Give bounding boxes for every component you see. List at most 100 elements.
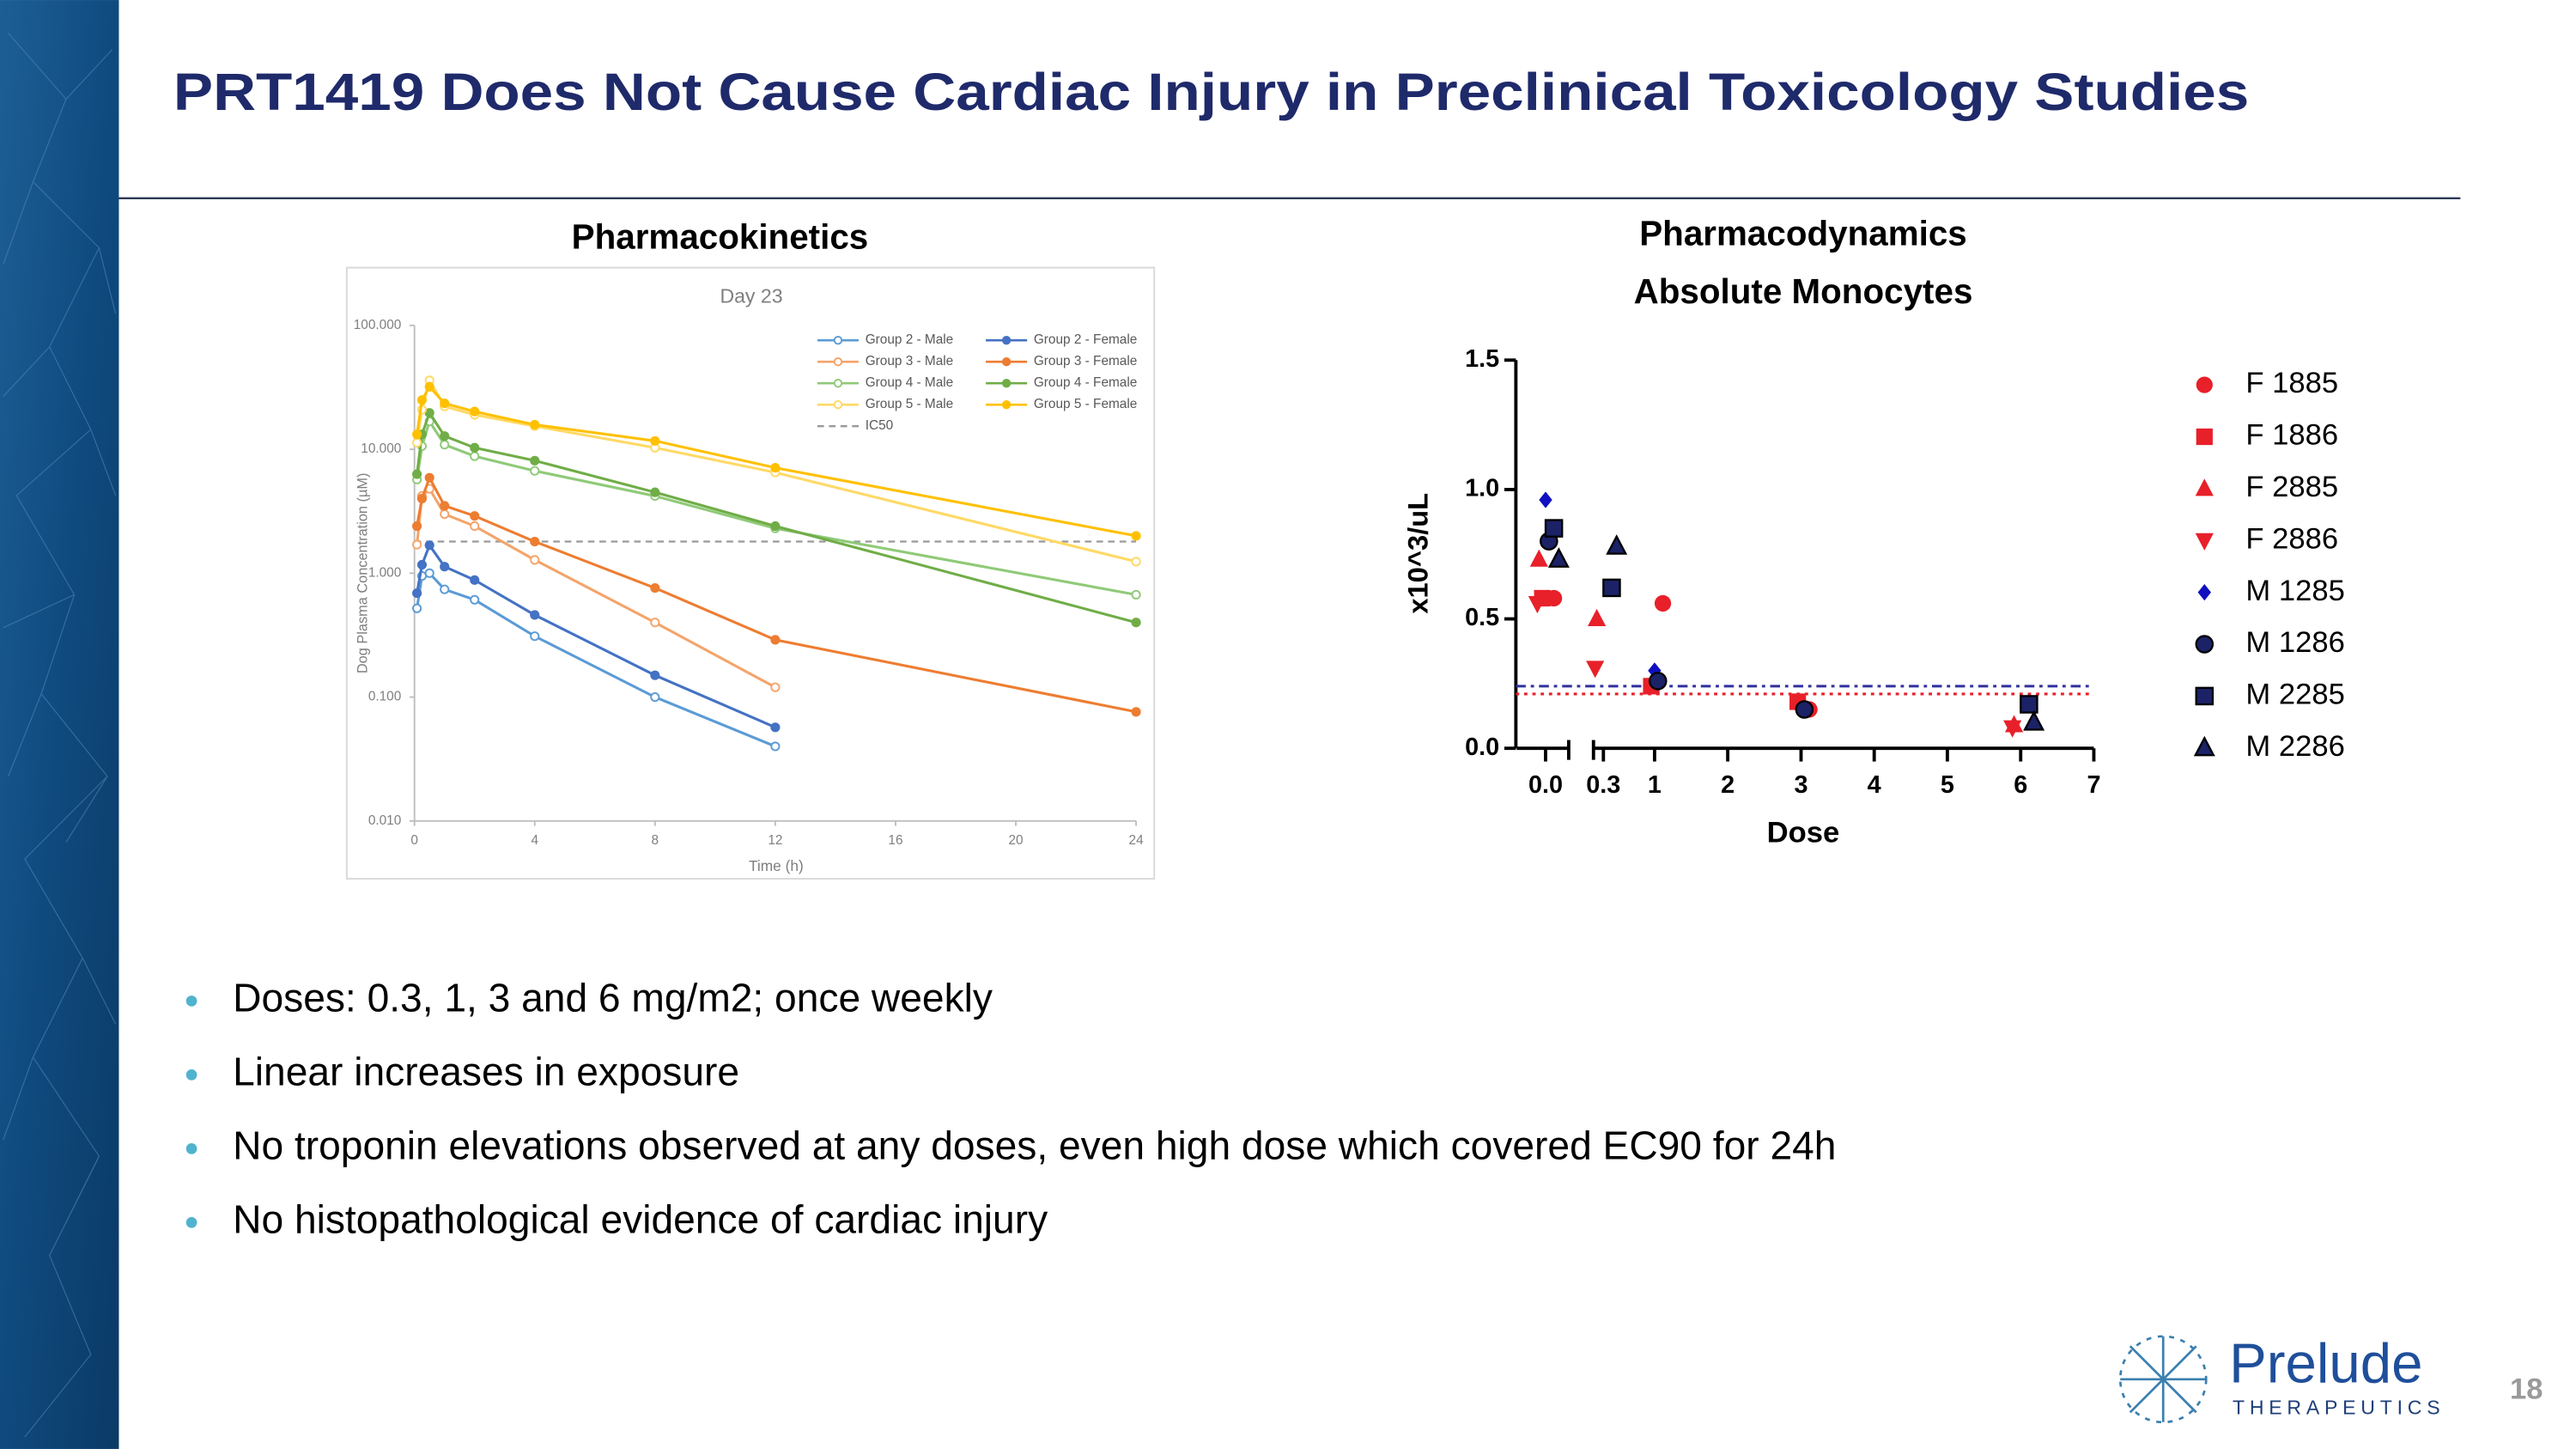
data-point (1131, 589, 1141, 600)
data-point (1606, 534, 1628, 555)
y-tick-label: 0.100 (368, 690, 401, 704)
data-point (770, 682, 781, 692)
data-point (1547, 547, 1570, 568)
legend-label: Group 2 - Male (866, 332, 954, 347)
legend-marker (833, 335, 843, 345)
x-tick-label: 4 (1868, 771, 1881, 799)
legend-marker (2195, 478, 2214, 496)
bullet-dot (185, 1143, 197, 1154)
data-point (440, 562, 450, 572)
x-tick-label: 20 (1008, 833, 1023, 848)
data-point (1539, 491, 1552, 508)
data-point (1602, 578, 1621, 598)
data-point (416, 395, 428, 405)
data-point (412, 603, 422, 613)
x-tick-label: 7 (2087, 771, 2100, 799)
legend-label: M 1286 (2245, 626, 2344, 659)
data-point (1131, 618, 1141, 628)
data-point (650, 582, 660, 594)
data-point (530, 419, 540, 430)
bullet-dot (185, 1216, 197, 1228)
legend-marker (2195, 533, 2214, 551)
data-point (1588, 608, 1607, 627)
data-point (1528, 596, 1546, 614)
data-point (440, 431, 450, 441)
data-point (530, 555, 540, 565)
data-point (470, 521, 480, 532)
x-tick-label: 0.3 (1586, 771, 1620, 799)
legend-marker (833, 356, 843, 367)
data-point (1131, 707, 1141, 717)
data-point (424, 381, 434, 392)
bullet-text: Doses: 0.3, 1, 3 and 6 mg/m2; once weekl… (233, 976, 993, 1020)
x-tick-label: 1 (1648, 771, 1662, 799)
legend-label: F 1885 (2245, 367, 2338, 399)
legend-label: M 1285 (2245, 575, 2344, 607)
data-point (412, 539, 422, 550)
pk-title: Day 23 (720, 284, 782, 307)
x-tick-label: 4 (531, 833, 538, 848)
data-point (470, 451, 480, 461)
pk-heading: Pharmacokinetics (572, 217, 869, 257)
data-point (416, 493, 428, 504)
x-tick-label: 5 (1941, 771, 1954, 799)
x-tick-label: 3 (1794, 771, 1807, 799)
pd-x-label: Dose (1767, 816, 1840, 849)
data-point (1654, 594, 1672, 612)
legend-marker (1001, 356, 1012, 367)
logo-name: Prelude (2229, 1332, 2422, 1395)
pk-y-label: Dog Plasma Concentration (µM) (355, 473, 370, 674)
data-point (412, 521, 422, 532)
data-point (650, 487, 660, 497)
legend-marker (2195, 635, 2215, 654)
data-point (530, 466, 540, 476)
y-tick-label: 100.000 (354, 318, 402, 332)
pd-title: Absolute Monocytes (1634, 271, 1973, 311)
bullet-text: No troponin elevations observed at any d… (233, 1123, 1836, 1168)
bullet-dot (185, 995, 197, 1007)
legend-label: Group 3 - Male (866, 354, 954, 368)
legend-label: Group 5 - Female (1034, 397, 1138, 411)
legend-marker (1001, 378, 1012, 388)
data-point (416, 559, 428, 570)
y-tick-label: 10.000 (361, 441, 401, 456)
data-point (424, 472, 434, 483)
x-tick-label: 8 (652, 833, 659, 848)
x-tick-label: 24 (1129, 833, 1145, 848)
legend-marker (1001, 399, 1012, 410)
data-point (770, 521, 781, 532)
data-point (440, 584, 450, 594)
legend-label: F 2886 (2245, 522, 2338, 555)
data-point (2003, 720, 2022, 738)
y-tick-label: 0.010 (368, 813, 401, 828)
data-point (530, 455, 540, 466)
logo-tagline: THERAPEUTICS (2233, 1397, 2445, 1419)
bullet-text: No histopathological evidence of cardiac… (233, 1196, 1048, 1241)
data-point (470, 406, 480, 417)
data-point (412, 429, 422, 440)
pd-y-label: x10^3/uL (1401, 493, 1433, 614)
data-point (1544, 519, 1564, 538)
data-point (770, 635, 781, 645)
y-tick-label: 1.5 (1465, 345, 1499, 373)
legend-label: IC50 (866, 418, 893, 433)
data-point (424, 568, 434, 578)
bullet-dot (185, 1069, 197, 1081)
x-tick-label: 0 (410, 833, 418, 848)
logo-mark (2118, 1335, 2208, 1424)
y-tick-label: 0.5 (1465, 604, 1499, 631)
data-point (2020, 695, 2038, 714)
data-point (1529, 549, 1548, 567)
data-point (2023, 709, 2045, 731)
data-point (1131, 531, 1141, 541)
page-number: 18 (2510, 1373, 2543, 1405)
legend-label: Group 2 - Female (1034, 332, 1138, 347)
data-point (770, 741, 781, 752)
data-point (440, 440, 450, 450)
legend-label: F 1886 (2245, 419, 2338, 452)
bullet-text: Linear increases in exposure (233, 1050, 739, 1094)
sidebar-pattern (3, 33, 117, 1438)
x-tick-label: 12 (768, 833, 782, 848)
data-point (1649, 672, 1668, 691)
